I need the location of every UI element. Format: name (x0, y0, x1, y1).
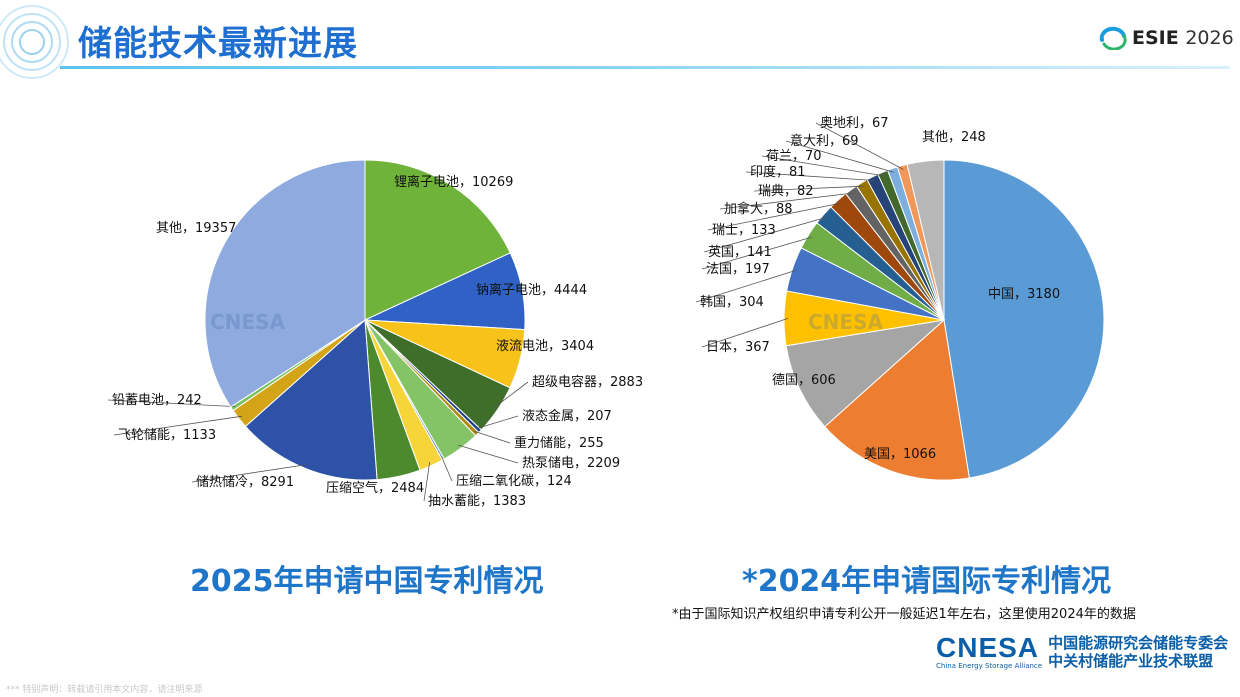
header-rings-decoration (0, 5, 69, 79)
intl-slice-0 (943, 159, 1105, 479)
intl-data-label-0: 中国，3180 (988, 287, 1060, 302)
intl-leader-line-13 (815, 122, 904, 170)
cn-leader-line-7 (440, 455, 453, 482)
intl-data-label-4: 韩国，304 (700, 295, 764, 310)
cn-data-label-4: 液态金属，207 (522, 408, 612, 424)
intl-data-label-7: 瑞士，133 (712, 223, 776, 238)
esie-year: 2026 (1185, 27, 1234, 49)
intl-data-label-8: 加拿大，88 (724, 201, 793, 217)
intl-data-label-11: 荷兰，70 (766, 149, 822, 164)
cn-data-label-9: 压缩空气，2484 (326, 480, 424, 496)
header-divider (60, 66, 1230, 69)
cn-leader-line-6 (458, 444, 519, 464)
esie-logo: ESIE 2026 (1098, 26, 1234, 50)
cn-data-label-10: 储热储冷，8291 (196, 475, 294, 490)
cnesa-brand: CNESA (936, 632, 1040, 663)
cnesa-org-line2: 中关村储能产业技术联盟 (1048, 652, 1214, 670)
page-title: 储能技术最新进展 (78, 24, 358, 64)
intl-data-label-5: 法国，197 (706, 262, 770, 277)
cn-data-label-6: 热泵储电，2209 (522, 456, 620, 471)
intl-data-label-2: 德国，606 (772, 373, 836, 388)
intl-slice-1 (824, 319, 970, 481)
cn-data-label-5: 重力储能，255 (514, 435, 604, 451)
intl-leader-line-8 (719, 192, 854, 210)
intl-data-label-1: 美国，1066 (864, 447, 936, 462)
intl-leader-line-3 (701, 318, 789, 348)
cn-leader-line-11 (113, 415, 243, 436)
intl-data-label-14: 其他，248 (922, 130, 986, 145)
cn-leader-line-4 (477, 415, 519, 429)
cn-leader-line-5 (474, 430, 511, 444)
intl-slice-2 (785, 319, 946, 428)
cn-leader-line-10 (191, 464, 307, 483)
intl-leader-line-4 (695, 269, 797, 303)
intl-data-label-3: 日本，367 (706, 340, 770, 355)
esie-brand: ESIE (1132, 27, 1179, 49)
cnesa-brand-sub: China Energy Storage Alliance (936, 662, 1043, 670)
intl-data-label-6: 英国，141 (708, 245, 772, 260)
intl-slice-14 (906, 159, 945, 321)
cn-slice-0 (364, 159, 511, 321)
cn-data-label-2: 液流电池，3404 (496, 339, 594, 354)
intl-leader-line-7 (707, 202, 841, 231)
cnesa-logo: CNESA China Energy Storage Alliance 中国能源… (936, 632, 1229, 671)
cn-data-label-8: 抽水蓄能，1383 (428, 494, 526, 509)
watermark-right: CNESA (808, 310, 883, 334)
intl-leader-line-12 (785, 140, 894, 173)
cn-data-label-0: 锂离子电池，10269 (394, 174, 513, 190)
watermark-left: CNESA (210, 310, 285, 334)
esie-swirl-icon (1099, 26, 1127, 50)
intl-data-label-10: 印度，81 (750, 164, 806, 180)
chart-title-china-patents: 2025年申请中国专利情况 (190, 564, 544, 599)
cn-data-label-1: 钠离子电池，4444 (476, 282, 587, 298)
cn-data-label-3: 超级电容器，2883 (532, 374, 643, 390)
intl-leader-line-9 (753, 185, 864, 192)
intl-leader-line-11 (761, 155, 885, 177)
cn-leader-line-8 (423, 461, 431, 502)
cn-data-label-11: 飞轮储能，1133 (118, 428, 216, 443)
footnote: *由于国际知识产权组织申请专利公开一般延迟1年左右，这里使用2024年的数据 (672, 607, 1136, 622)
cn-leader-line-3 (493, 381, 529, 409)
cn-slice-10 (244, 318, 378, 481)
cn-data-label-12: 铅蓄电池，242 (112, 393, 202, 408)
intl-data-label-13: 奥地利，67 (820, 116, 889, 131)
intl-data-label-12: 意大利，69 (790, 133, 859, 149)
cn-leader-line-12 (107, 399, 236, 407)
intl-leader-line-10 (745, 171, 875, 181)
disclaimer: *** 特别声明：转载请引用本文内容，请注明来源 (6, 685, 203, 695)
cn-data-label-7: 压缩二氧化碳，124 (456, 473, 572, 489)
intl-leader-line-6 (703, 216, 827, 253)
chart-title-intl-patents: *2024年申请国际专利情况 (742, 564, 1112, 599)
cn-slice-13 (204, 159, 366, 408)
intl-leader-line-5 (701, 236, 812, 270)
intl-data-label-9: 瑞典，82 (758, 184, 814, 199)
cnesa-org-line1: 中国能源研究会储能专委会 (1048, 634, 1229, 652)
cn-data-label-13: 其他，19357 (156, 221, 236, 236)
